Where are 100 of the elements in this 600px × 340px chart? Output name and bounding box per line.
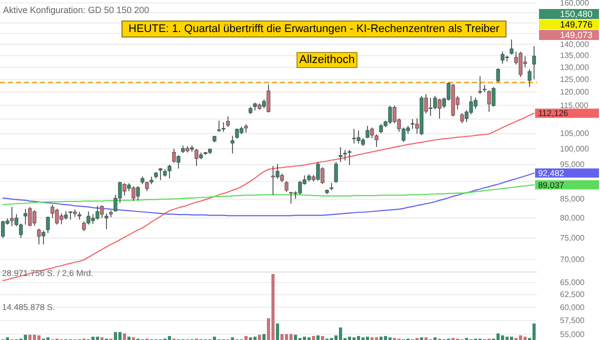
candlestick [222,122,226,132]
bar [118,332,122,340]
bar [361,337,365,340]
bar [114,332,118,340]
text: 150,480 [560,9,593,19]
candlestick [284,180,288,192]
annotation: 14.485.878 S. [2,302,55,312]
bar [316,335,320,340]
bar [374,337,378,340]
bar [496,333,500,340]
y-tick-label: 115,000 [560,100,589,110]
candlestick [478,76,482,94]
bar [518,335,522,340]
y-tick-label: 95,000 [560,160,586,170]
y-tick-label: 62,500 [560,290,586,300]
y-tick-label: 80,000 [560,214,586,223]
data-label: 112,126 [538,108,568,118]
bar [248,337,252,340]
bar [122,333,126,340]
candlestick [104,212,108,230]
bar [100,337,104,340]
data-label: 89,037 [538,180,564,190]
y-tick-label: 75,000 [560,234,586,243]
bar [289,334,293,340]
bar [96,336,100,340]
y-tick-label: 57,500 [560,316,586,326]
candlestick [217,120,221,132]
bar [127,336,131,340]
bar [384,336,388,340]
ref-line-label: Allzeithoch [299,54,355,66]
bar [388,337,392,340]
bar [433,337,437,340]
candlestick [374,134,378,148]
y-tick-label: 140,000 [560,40,590,49]
bar [6,337,10,340]
bar [46,337,50,340]
y-tick-label: 135,000 [560,51,590,60]
bar [505,336,509,340]
candlestick [338,146,342,162]
y-tick-label: 65,000 [560,278,586,287]
y-tick-label: 120,000 [560,88,590,97]
candlestick [343,150,347,161]
bar [510,336,514,340]
bar [271,274,275,340]
bar [420,337,424,340]
candlestick [348,150,352,166]
bar [348,336,352,340]
candlestick [532,46,536,80]
text: 149,776 [560,20,593,30]
y-tick-label: 105,000 [560,129,590,138]
bar [276,324,280,340]
bar [253,336,257,340]
bar [258,334,262,340]
bar [37,335,41,340]
candlestick [528,68,532,88]
bar [28,334,32,340]
y-tick-label: 100,000 [560,144,590,154]
candlestick [226,116,230,128]
candlestick [230,135,234,154]
bar [356,336,360,340]
bar [230,337,234,340]
text: 149,073 [560,30,593,40]
bar [312,336,316,340]
bar [168,336,172,340]
bar [262,334,266,340]
candlestick [496,68,500,83]
bar [24,334,28,340]
bar [132,337,136,340]
bar [302,336,306,340]
bar [307,337,311,340]
y-tick-label: 125,000 [560,75,590,84]
bar [294,334,298,340]
y-tick-label: 160,000 [560,0,590,8]
bar [379,336,383,340]
line-series [2,172,535,216]
bar [284,334,288,340]
data-label: 92,482 [538,168,564,178]
bar [523,336,527,340]
bar [424,337,428,340]
candlestick [158,168,162,180]
text: Aktive Konfiguration: GD 50 150 200 [3,5,150,15]
y-tick-label: 85,000 [560,194,586,204]
bar [91,336,95,340]
text: HEUTE: 1. Quartal übertrifft die Erwartungen - KI-Rechenzentren als Treiber [128,23,500,35]
candlestick [46,216,50,234]
bar [244,336,248,340]
candlestick [334,162,338,184]
y-tick-label: 130,000 [560,62,590,72]
candlestick [510,39,514,55]
bar [320,336,324,340]
y-tick-label: 55,000 [560,330,586,339]
candlestick [482,84,486,93]
bar [212,336,216,340]
candlestick [330,182,334,191]
line-series [2,112,535,282]
bar [500,335,504,340]
bar [366,336,370,340]
bar [280,334,284,340]
bar [370,337,374,340]
bar [352,337,356,340]
